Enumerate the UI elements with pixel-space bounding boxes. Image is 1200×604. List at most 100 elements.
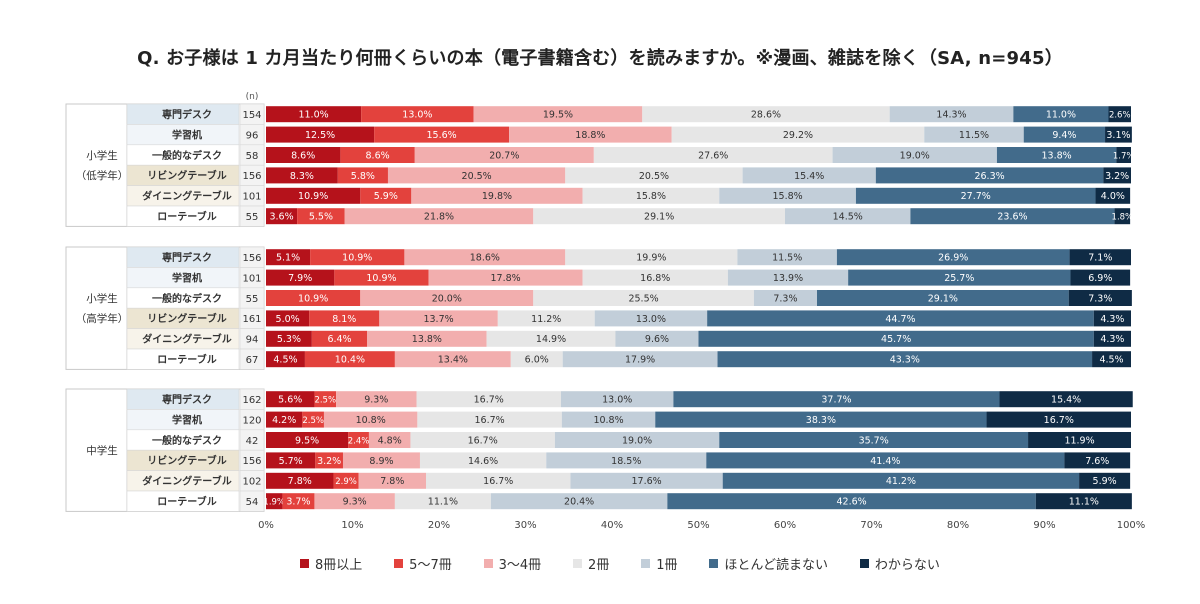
bar-segment [333,472,359,489]
data-label: 14.5% [833,212,863,223]
legend-label: 5〜7冊 [409,558,452,573]
data-label: 6.4% [327,334,351,345]
bar-segment [419,452,547,469]
data-label: 2.9% [335,477,357,487]
data-label: 20.5% [639,171,669,182]
bar-segment [266,167,338,184]
bar-segment [1070,269,1131,286]
data-label: 29.1% [928,293,958,304]
bar-segment [379,310,498,327]
data-label: 9.3% [343,497,367,508]
legend-label: 1冊 [656,558,678,573]
bar-segment [855,187,1096,204]
n-value: 42 [246,436,259,447]
data-label: 9.3% [364,395,388,406]
data-label: 19.0% [622,435,652,446]
bar-segment [323,411,418,428]
bar-segment [510,351,563,368]
data-label: 10.9% [342,253,372,264]
data-label: 3.2% [317,456,341,467]
data-label: 15.6% [427,130,457,141]
data-label: 8.6% [366,150,390,161]
bar-segment [817,290,1069,306]
data-label: 8.1% [332,314,356,325]
x-tick-label: 30% [514,520,536,531]
group-label: 小学生 [86,292,118,305]
bar-segment [266,106,362,123]
n-value: 120 [242,415,261,426]
legend-swatch [483,559,493,568]
legend-label: 3〜4冊 [498,558,542,573]
n-value: 55 [246,212,259,223]
legend-swatch [300,559,309,568]
bar-segment [410,432,555,448]
n-value: 96 [246,130,259,141]
bar-segment [497,310,595,327]
data-label: 9.4% [1052,130,1076,141]
bar-segment [367,330,487,347]
bar-segment [266,493,283,510]
bar-segment [509,126,672,143]
legend-item: 2冊 [573,554,609,573]
data-label: 27.7% [961,191,991,202]
bar-segment [348,432,369,448]
bar-segment [1093,310,1131,327]
bar-segment [1068,290,1132,306]
legend-label: 2冊 [588,558,610,573]
row-label: 学習机 [172,128,202,141]
bar-segment [416,391,561,408]
data-label: 5.3% [277,334,301,345]
row-label: 専門デスク [162,393,212,406]
legend-item: 3〜4冊 [483,554,542,573]
bar-segment [344,208,534,225]
data-label: 18.6% [470,253,500,264]
bar-segment [266,208,298,225]
x-tick-label: 0% [258,520,274,531]
bar-segment [673,391,1000,408]
bar-segment [1108,106,1131,123]
data-label: 17.6% [632,476,662,487]
bar-segment [266,290,361,306]
row-label-cell [126,205,240,227]
data-label: 6.9% [1088,273,1112,284]
row-label: リビングテーブル [147,312,226,325]
data-label: 8.9% [369,456,393,467]
bar-segment [360,187,412,204]
n-value: 54 [246,497,259,508]
bar-segment [266,269,335,286]
group-label: （低学年） [76,169,129,182]
bar-segment [727,269,849,286]
n-value: 162 [242,395,261,406]
n-value: 102 [242,477,261,488]
n-value: 156 [242,456,261,467]
row-label: 専門デスク [162,251,212,264]
legend-swatch [859,559,869,568]
data-label: 6.0% [525,355,549,366]
data-label: 45.7% [881,334,911,345]
n-cell [239,490,265,512]
group-label: 小学生 [86,149,118,162]
bar-segment [667,493,1036,510]
data-label: 16.7% [483,476,513,487]
data-label: 13.4% [438,355,468,366]
data-label: 2.4% [348,436,370,446]
data-label: 14.9% [536,334,566,345]
row-label: ローテーブル [157,495,216,508]
bar-segment [889,106,1014,123]
data-label: 8.6% [291,150,315,161]
x-tick-label: 80% [947,520,969,531]
row-label: ダイニングテーブル [142,333,231,346]
data-label: 20.5% [462,171,492,182]
data-label: 15.4% [1051,395,1081,406]
bar-segment [1105,126,1132,143]
data-label: 29.1% [644,212,674,223]
data-label: 19.9% [636,253,666,264]
bar-segment [304,351,395,368]
bar-segment [565,167,743,184]
data-label: 7.9% [288,273,312,284]
data-label: 38.3% [806,415,836,426]
row-label: リビングテーブル [147,454,226,467]
bar-segment [1064,452,1131,469]
data-label: 4.2% [272,415,296,426]
bar-segment [1095,187,1131,204]
